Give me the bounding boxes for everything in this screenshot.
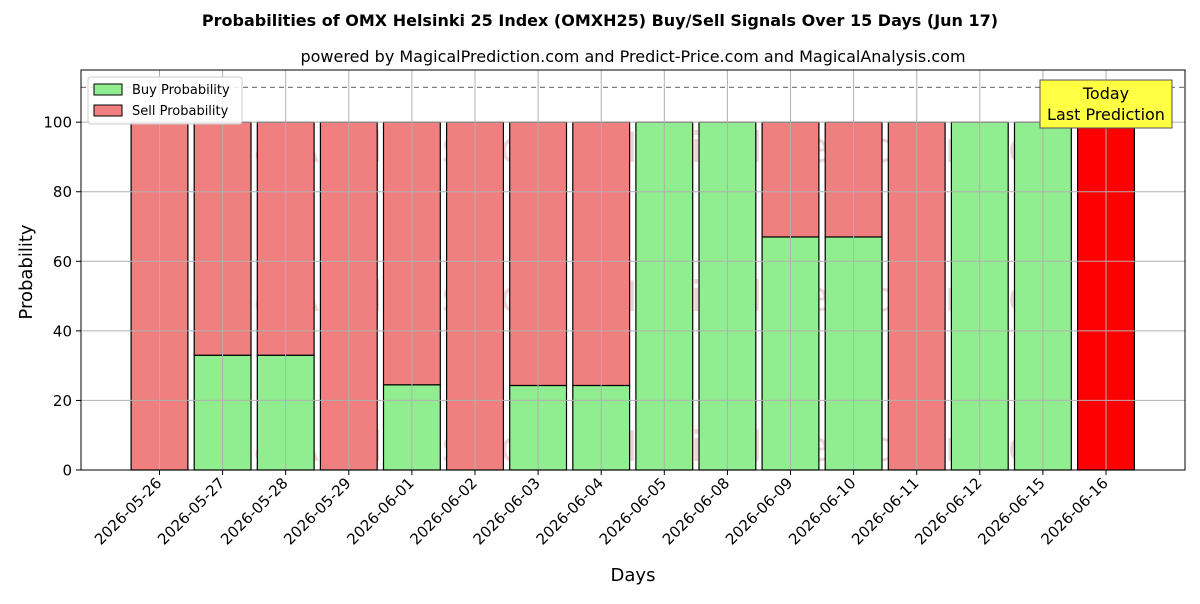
- y-tick-label: 40: [53, 322, 72, 340]
- legend-swatch: [93, 83, 123, 96]
- x-tick-label: 2026-06-10: [785, 474, 859, 548]
- y-tick-label: 20: [53, 392, 72, 410]
- plot-layer: MagicalAnalysis.comMagicalPrediction.com…: [43, 69, 1186, 548]
- x-tick-label: 2026-06-11: [848, 474, 922, 548]
- y-tick-label: 0: [62, 462, 72, 480]
- x-tick-label: 2026-05-27: [154, 474, 228, 548]
- legend-label: Buy Probability: [132, 83, 230, 98]
- x-tick-label: 2026-06-05: [596, 474, 670, 548]
- annotation-box: [1039, 79, 1173, 129]
- y-tick-label: 80: [53, 183, 72, 201]
- annotation-text: Today: [1082, 84, 1129, 103]
- plot-frame: [80, 69, 1186, 471]
- x-tick-label: 2026-05-26: [91, 474, 165, 548]
- y-tick-label: 100: [43, 114, 72, 132]
- x-tick-label: 2026-06-12: [911, 474, 985, 548]
- x-tick-label: 2026-06-16: [1037, 474, 1111, 548]
- annotation: Today Last Prediction: [1039, 79, 1173, 129]
- chart-title: Probabilities of OMX Helsinki 25 Index (…: [202, 11, 998, 30]
- legend: Buy Probability Sell Probability: [87, 76, 243, 125]
- legend-label: Sell Probability: [132, 104, 229, 119]
- chart-subtitle: powered by MagicalPrediction.com and Pre…: [300, 47, 965, 66]
- x-tick-label: 2026-05-29: [280, 474, 354, 548]
- x-tick-label: 2026-06-04: [533, 474, 607, 548]
- x-axis-label: Days: [611, 565, 656, 586]
- x-tick-label: 2026-06-02: [406, 474, 480, 548]
- x-tick-label: 2026-06-09: [722, 474, 796, 548]
- x-tick-label: 2026-06-01: [343, 474, 417, 548]
- legend-box: [87, 76, 243, 125]
- annotation-text: Last Prediction: [1047, 105, 1165, 124]
- x-tick-label: 2026-06-03: [470, 474, 544, 548]
- x-tick-label: 2026-06-15: [974, 474, 1048, 548]
- y-axis-label: Probability: [16, 224, 37, 319]
- x-tick-label: 2026-05-28: [217, 474, 291, 548]
- legend-swatch: [93, 104, 123, 117]
- y-tick-label: 60: [53, 253, 72, 271]
- x-tick-label: 2026-06-08: [659, 474, 733, 548]
